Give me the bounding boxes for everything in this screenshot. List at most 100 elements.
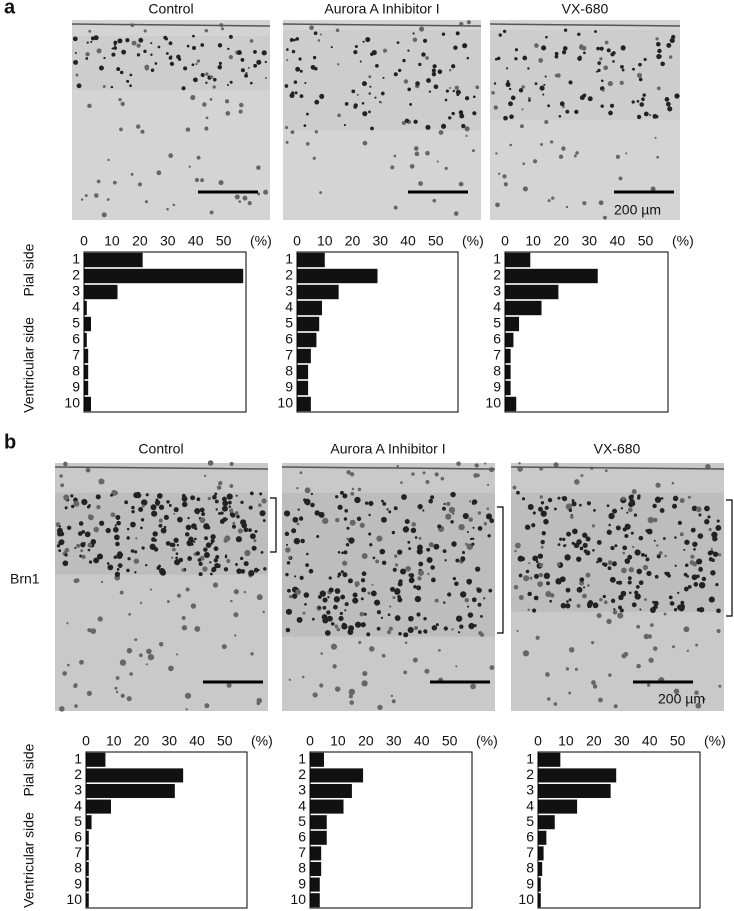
cell [209,97,213,101]
cell [199,517,206,524]
cell [534,82,538,86]
cell [235,494,238,497]
x-tick-label: 50 [428,233,444,249]
cell [473,473,478,478]
cell [212,85,216,89]
cell [285,543,289,546]
cell [243,527,249,533]
cell [539,563,543,568]
cell [88,514,94,521]
cell [131,40,137,46]
cell [227,47,230,51]
cell [192,34,195,38]
cell [210,572,213,576]
cell [544,505,549,510]
cell [657,48,662,54]
cell [404,641,408,644]
bar [310,893,320,908]
cell [223,567,229,572]
cell [596,561,599,564]
y-tick-label: 3 [72,283,80,299]
cell [86,505,91,509]
cell [607,566,612,571]
cell [382,76,385,79]
x-tick-label: 10 [525,233,541,249]
cell [469,500,472,503]
cell [87,628,92,633]
cell [582,542,588,549]
cell [653,517,658,523]
cell [447,592,452,597]
cell [557,543,561,547]
cell [357,487,362,492]
cell [591,680,596,685]
cell [248,505,253,510]
cell [158,523,163,528]
cell [568,598,572,602]
cell [672,645,675,649]
cell [368,500,374,506]
cell [127,557,131,561]
cell [408,577,415,584]
cell [400,568,407,575]
bar [84,300,87,316]
bar [86,752,106,767]
cell [471,597,477,603]
cell [408,615,414,622]
bar [297,396,311,412]
cell [462,43,468,49]
cell [361,101,365,105]
cell [599,57,603,61]
cell [261,498,267,504]
cell [119,659,127,666]
cell [253,567,259,573]
cell [220,27,224,31]
cell [704,505,710,512]
cell [606,48,611,53]
y-tick-label: 4 [493,299,501,315]
cell [234,634,237,637]
y-tick-label: 5 [74,813,82,829]
cell [453,211,459,216]
cell [451,64,456,69]
cell [664,571,668,575]
cell [403,79,409,84]
cell [337,550,341,554]
cell [431,625,438,631]
cell [363,612,367,616]
cell [197,558,202,562]
cell [416,612,421,617]
y-tick-label: 4 [526,797,534,813]
cell [73,500,80,507]
cell [264,77,268,80]
cell [205,542,212,548]
cell [318,511,325,518]
cell [58,549,62,553]
y-axis-label: Pial side [21,243,37,296]
cell [472,111,477,116]
cell [704,518,710,525]
cell [330,622,335,626]
cell [716,629,721,634]
cell [652,113,658,119]
cell [141,504,145,508]
cell [376,610,381,615]
bracket [270,497,277,553]
bar [86,893,89,908]
cell [455,665,458,668]
cell [464,96,470,101]
cell [388,510,392,514]
cell [179,519,183,523]
cell [438,130,444,135]
cell [195,62,198,66]
cell [143,29,147,33]
cell [286,561,291,565]
cell [328,587,334,593]
cell [157,493,163,499]
cell [141,546,145,550]
cell [598,200,604,206]
cell [459,624,464,629]
cell [349,700,354,705]
cell [225,111,231,116]
cell [496,56,501,61]
